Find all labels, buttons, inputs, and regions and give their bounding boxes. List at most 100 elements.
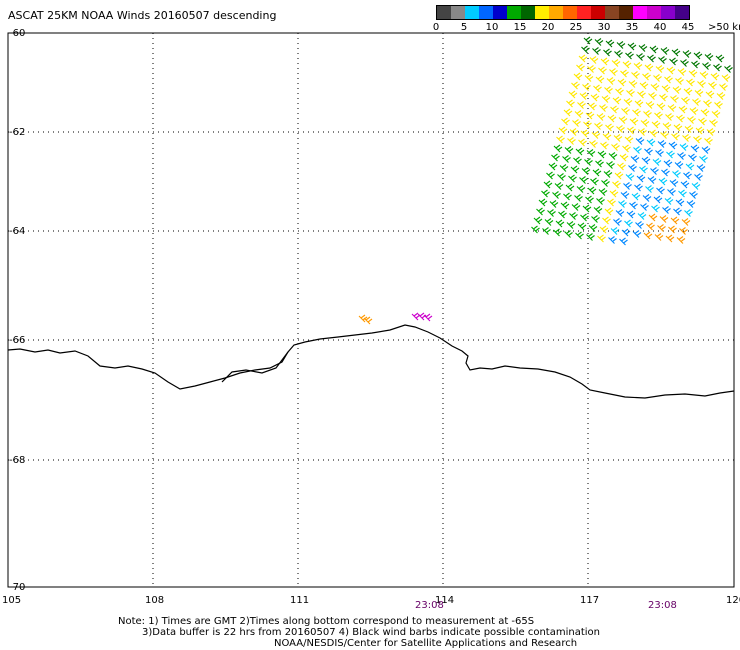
wind-barb <box>680 59 689 67</box>
wind-barb <box>592 47 601 55</box>
wind-barb <box>610 105 619 114</box>
legend-swatch <box>675 6 689 19</box>
wind-barb <box>580 213 589 222</box>
wind-barb <box>586 149 596 157</box>
wind-barb <box>614 50 623 58</box>
legend-swatch <box>619 6 633 19</box>
wind-barb <box>640 119 650 127</box>
wind-barb <box>624 219 633 228</box>
wind-barb <box>644 63 654 72</box>
wind-barb <box>624 135 634 144</box>
wind-barb <box>608 152 618 160</box>
wind-speed-legend: 0 5 10 15 20 25 30 35 40 45 >50 knots <box>432 5 740 34</box>
footnote: Note: 1) Times are GMT 2)Times along bot… <box>118 616 600 649</box>
wind-barb <box>621 228 631 237</box>
wind-barb <box>675 77 684 85</box>
wind-barb <box>724 65 733 73</box>
wind-barb <box>666 150 675 159</box>
wind-barb <box>606 161 615 169</box>
wind-barb <box>558 126 568 135</box>
wind-barb <box>591 131 601 139</box>
wind-barb <box>690 144 700 153</box>
wind-barb <box>618 116 628 124</box>
wind-barb <box>568 90 578 99</box>
wind-barb <box>554 182 564 190</box>
wind-barb <box>651 120 661 129</box>
wind-barb <box>658 56 667 64</box>
wind-barb <box>538 198 548 207</box>
grid-lines <box>8 33 734 587</box>
wind-barb <box>680 180 690 189</box>
wind-barb <box>586 233 595 241</box>
wind-barb <box>632 230 642 238</box>
wind-barb <box>363 316 373 325</box>
wind-barb <box>613 134 623 142</box>
wind-barb <box>621 107 630 115</box>
wind-barb <box>719 83 728 91</box>
wind-barb <box>653 195 663 204</box>
wind-barb <box>570 165 580 174</box>
wind-barb <box>688 153 697 162</box>
wind-barb <box>601 179 610 187</box>
wind-barb <box>641 156 651 165</box>
wind-barb <box>711 110 721 118</box>
wind-barb <box>628 164 637 172</box>
wind-barb <box>583 120 592 129</box>
lon-label-108: 108 <box>145 595 164 606</box>
wind-barb <box>660 47 670 55</box>
wind-barb <box>635 137 645 145</box>
wind-barb <box>647 54 656 63</box>
wind-barb <box>688 69 698 78</box>
wind-barb <box>593 206 603 214</box>
wind-barb <box>619 153 629 162</box>
wind-barb <box>358 314 368 323</box>
legend-swatch <box>493 6 507 19</box>
pass-time-label: 23:08 <box>415 600 444 611</box>
wind-barb <box>667 188 676 196</box>
wind-barb <box>583 36 593 45</box>
wind-barb <box>531 225 540 234</box>
wind-barb <box>691 60 700 69</box>
wind-barb <box>575 147 585 156</box>
wind-barb <box>636 53 645 61</box>
wind-barb <box>544 218 554 226</box>
wind-barb <box>589 140 598 148</box>
wind-barb <box>572 119 581 127</box>
wind-barb <box>704 137 713 145</box>
lat-label-62: -62 <box>9 127 25 138</box>
wind-barb <box>679 143 689 151</box>
wind-barb <box>683 171 692 180</box>
wind-barb <box>606 77 616 85</box>
wind-barb <box>677 152 686 160</box>
legend-swatch <box>465 6 479 19</box>
wind-barb <box>627 126 636 135</box>
map-frame <box>7 32 735 588</box>
coastline-inlet <box>221 351 289 383</box>
wind-barb <box>600 141 609 150</box>
wind-barb <box>560 201 570 210</box>
wind-barb <box>536 207 545 216</box>
wind-barb <box>579 176 588 184</box>
wind-barb <box>683 87 693 96</box>
lon-label-120: 120 <box>726 595 740 606</box>
lat-labels: -60 -62 -64 -66 -68 -70 <box>9 28 25 593</box>
legend-labels: 0 5 10 15 20 25 30 35 40 45 >50 knots <box>432 22 740 34</box>
wind-barb <box>684 209 693 217</box>
lon-labels: 105 108 111 114 117 120 <box>2 595 740 606</box>
wind-barb <box>649 45 659 54</box>
wind-barb <box>604 86 613 94</box>
legend-label: 0 <box>432 22 440 33</box>
wind-barb <box>629 117 639 126</box>
wind-barb <box>601 95 611 103</box>
lon-label-105: 105 <box>2 595 21 606</box>
wind-barb <box>533 216 543 225</box>
note-line: 3)Data buffer is 22 hrs from 20160507 4)… <box>142 627 600 638</box>
wind-barb <box>665 113 674 121</box>
wind-barb <box>686 200 696 208</box>
legend-swatch <box>521 6 535 19</box>
legend-label: 5 <box>460 22 468 33</box>
wind-barb <box>585 111 595 120</box>
lat-label-70: -70 <box>9 582 25 593</box>
legend-swatch <box>661 6 675 19</box>
